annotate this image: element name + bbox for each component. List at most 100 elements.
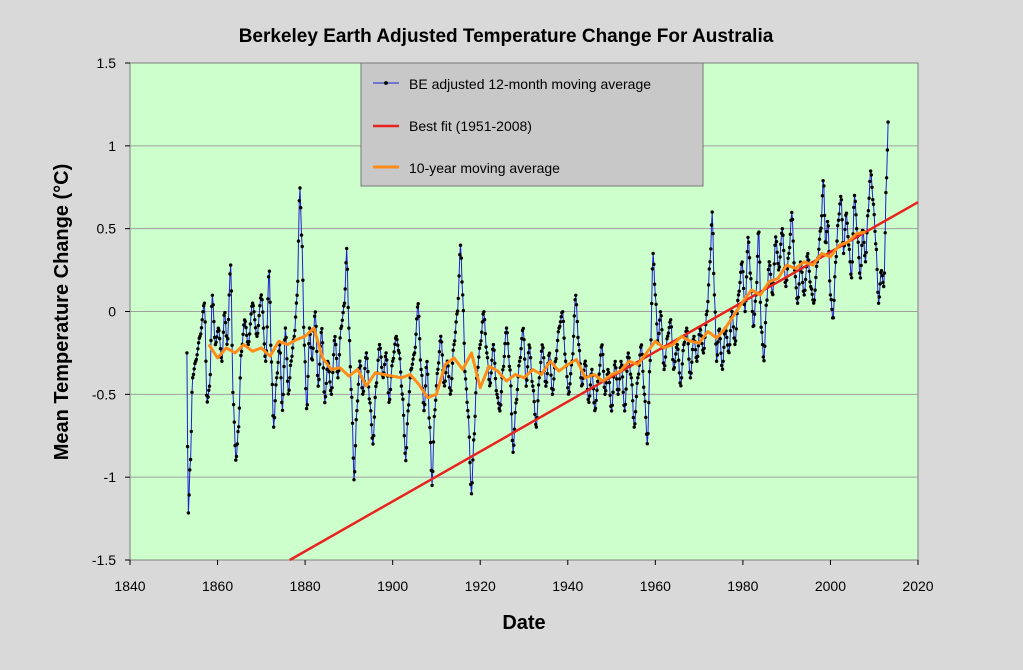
moving-average-point [307, 342, 311, 346]
moving-average-point [187, 493, 191, 497]
moving-average-point [379, 355, 383, 359]
moving-average-point [533, 412, 537, 417]
moving-average-point [623, 409, 627, 413]
moving-average-point [407, 403, 411, 407]
moving-average-point [196, 341, 201, 345]
moving-average-point [256, 323, 261, 328]
moving-average-point [199, 332, 203, 336]
moving-average-point [248, 332, 252, 336]
moving-average-point [476, 365, 480, 369]
moving-average-point [620, 375, 625, 379]
moving-average-point [224, 334, 228, 338]
x-tick-label: 1980 [727, 578, 758, 594]
moving-average-point [526, 351, 531, 355]
moving-average-point [394, 334, 398, 339]
moving-average-point [492, 348, 496, 352]
moving-average-point [718, 337, 722, 341]
moving-average-point [450, 376, 454, 381]
moving-average-point [588, 394, 592, 398]
legend-label-best-fit: Best fit (1951-2008) [409, 118, 532, 134]
moving-average-point [480, 330, 484, 334]
moving-average-point [839, 194, 843, 199]
moving-average-point [633, 422, 637, 426]
moving-average-point [218, 347, 223, 351]
moving-average-point [721, 359, 725, 363]
moving-average-point [285, 379, 290, 383]
moving-average-point [415, 317, 419, 321]
moving-average-point [530, 379, 534, 384]
moving-average-point [841, 251, 846, 256]
moving-average-point [338, 336, 342, 340]
moving-average-point [876, 301, 881, 305]
moving-average-point [269, 360, 274, 364]
moving-average-point [324, 381, 328, 386]
chart-title: Berkeley Earth Adjusted Temperature Chan… [239, 26, 774, 47]
moving-average-point [418, 337, 422, 341]
moving-average-point [839, 198, 844, 202]
moving-average-point [635, 381, 639, 385]
moving-average-point [455, 312, 459, 316]
moving-average-point [563, 359, 568, 363]
moving-average-point [482, 318, 487, 322]
moving-average-point [384, 351, 388, 355]
moving-average-point [229, 263, 233, 267]
moving-average-point [790, 210, 794, 215]
moving-average-point [767, 260, 771, 264]
moving-average-point [690, 347, 695, 352]
moving-average-point [185, 444, 190, 449]
moving-average-point [559, 315, 563, 319]
moving-average-point [334, 356, 339, 361]
moving-average-point [788, 232, 792, 236]
moving-average-point [536, 399, 540, 403]
x-axis-title: Date [502, 612, 545, 634]
moving-average-point [573, 298, 577, 302]
moving-average-point [836, 218, 841, 222]
moving-average-point [506, 341, 510, 346]
moving-average-point [399, 384, 404, 388]
moving-average-point [660, 328, 664, 332]
moving-average-point [552, 377, 556, 381]
moving-average-point [409, 366, 414, 370]
moving-average-point [849, 276, 854, 280]
moving-average-point [866, 214, 870, 218]
moving-average-point [679, 376, 684, 380]
moving-average-point [321, 366, 326, 370]
moving-average-point [781, 233, 785, 237]
moving-average-point [734, 327, 738, 331]
moving-average-point [803, 288, 807, 292]
moving-average-point [761, 355, 765, 359]
moving-average-point [521, 326, 525, 331]
moving-average-point [268, 300, 272, 304]
moving-average-point [545, 371, 549, 376]
moving-average-point [437, 350, 442, 354]
moving-average-point [882, 271, 887, 275]
moving-average-point [803, 277, 808, 282]
moving-average-point [696, 344, 701, 348]
moving-average-point [642, 392, 647, 396]
x-tick-label: 2020 [902, 578, 933, 594]
moving-average-point [305, 403, 309, 407]
moving-average-point [880, 274, 884, 278]
moving-average-point [541, 346, 545, 350]
moving-average-point [393, 342, 397, 346]
moving-average-point [281, 392, 285, 397]
moving-average-point [817, 237, 822, 241]
moving-average-point [576, 335, 580, 340]
moving-average-point [651, 251, 655, 256]
moving-average-point [852, 205, 856, 210]
moving-average-point [502, 354, 506, 359]
moving-average-point [510, 438, 514, 443]
moving-average-point [657, 331, 661, 336]
moving-average-point [329, 392, 334, 396]
moving-average-point [247, 339, 251, 344]
moving-average-point [378, 346, 382, 350]
moving-average-point [571, 352, 575, 356]
moving-average-point [714, 342, 718, 346]
moving-average-point [720, 363, 724, 368]
moving-average-point [688, 376, 693, 380]
moving-average-point [757, 230, 761, 234]
moving-average-point [511, 450, 515, 454]
moving-average-point [555, 349, 559, 353]
moving-average-point [303, 360, 307, 364]
moving-average-point [608, 393, 612, 397]
